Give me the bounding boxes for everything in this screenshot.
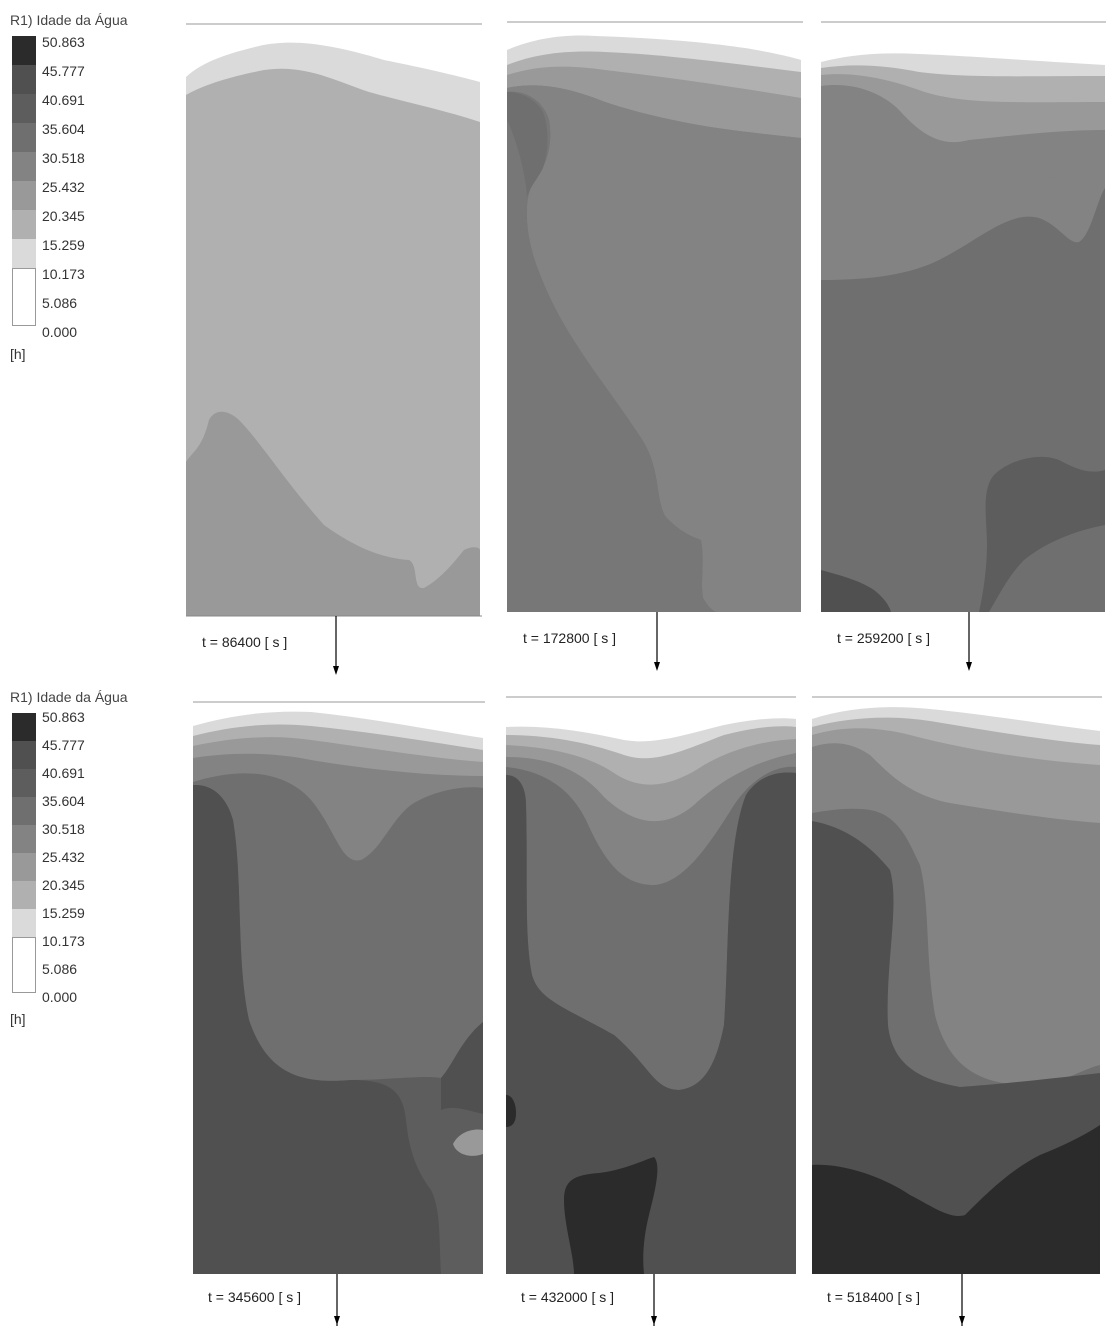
legend-swatch	[12, 741, 36, 769]
contour-panel: t = 172800 [ s ]	[505, 20, 805, 680]
legend-label: 10.173	[42, 266, 85, 282]
contour-band	[812, 821, 1100, 1274]
time-label: t = 172800 [ s ]	[523, 630, 617, 646]
legend-label: 35.604	[42, 121, 85, 137]
contour-plot	[506, 696, 796, 1326]
legend-label: 30.518	[42, 150, 85, 166]
legend-swatch	[12, 210, 36, 239]
legend-label: 30.518	[42, 821, 85, 837]
legend-label: 15.259	[42, 237, 85, 253]
legend-swatch	[12, 181, 36, 210]
outflow-arrow-head	[966, 662, 972, 671]
legend-label: 45.777	[42, 737, 85, 753]
legend-swatch	[12, 94, 36, 123]
contour-plot	[821, 21, 1106, 671]
contour-band	[564, 1157, 658, 1274]
legend-label: 50.863	[42, 34, 85, 50]
contour-band	[821, 570, 891, 612]
legend-unit: [h]	[10, 1011, 26, 1027]
contour-panel: t = 518400 [ s ]	[810, 695, 1106, 1326]
legend-color-bar	[12, 36, 36, 326]
legend-label: 35.604	[42, 793, 85, 809]
legend-swatch	[12, 152, 36, 181]
legend-swatch	[12, 123, 36, 152]
legend-title: R1) Idade da Água	[10, 12, 128, 28]
outflow-arrow-head	[654, 662, 660, 671]
legend-swatch	[12, 36, 36, 65]
legend-label: 40.691	[42, 765, 85, 781]
legend-swatch	[12, 825, 36, 853]
legend-label: 20.345	[42, 208, 85, 224]
contour-band	[506, 1095, 516, 1127]
contour-band	[773, 480, 801, 565]
contour-panel: t = 345600 [ s ]	[191, 700, 487, 1326]
legend-label: 45.777	[42, 63, 85, 79]
legend-label: 0.000	[42, 989, 78, 1005]
legend-label: 15.259	[42, 905, 85, 921]
legend-label: 50.863	[42, 709, 85, 725]
legend-label: 25.432	[42, 179, 85, 195]
outflow-arrow-head	[333, 666, 339, 675]
legend-swatch	[12, 881, 36, 909]
outflow-arrow-head	[334, 1316, 340, 1325]
color-legend: R1) Idade da Água 50.863 45.777 40.691 3…	[10, 12, 160, 372]
contour-band	[507, 85, 801, 534]
time-label: t = 259200 [ s ]	[837, 630, 931, 646]
time-label: t = 86400 [ s ]	[202, 634, 288, 650]
contour-band	[507, 91, 717, 612]
contour-panel: t = 86400 [ s ]	[184, 20, 484, 680]
legend-swatch	[12, 65, 36, 94]
legend-unit: [h]	[10, 346, 26, 362]
contour-band	[507, 92, 548, 198]
legend-label: 40.691	[42, 92, 85, 108]
contour-plot	[193, 701, 485, 1326]
legend-swatch	[12, 769, 36, 797]
legend-swatch	[12, 713, 36, 741]
contour-band	[506, 772, 796, 1274]
outflow-arrow-head	[959, 1316, 965, 1325]
contour-band	[186, 411, 480, 616]
legend-color-bar	[12, 713, 36, 993]
time-label: t = 518400 [ s ]	[827, 1289, 921, 1305]
legend-swatch	[12, 239, 36, 268]
legend-label: 5.086	[42, 295, 78, 311]
contour-band	[453, 1129, 483, 1156]
contour-band	[506, 775, 532, 975]
legend-swatch	[12, 853, 36, 881]
contour-panel: t = 259200 [ s ]	[819, 20, 1106, 680]
contour-band	[979, 456, 1105, 612]
contour-band	[812, 1125, 1100, 1274]
legend-swatch	[12, 937, 36, 993]
legend-label: 25.432	[42, 849, 85, 865]
legend-label: 10.173	[42, 933, 85, 949]
legend-label: 20.345	[42, 877, 85, 893]
contour-band	[441, 1022, 483, 1114]
outflow-arrow-head	[651, 1316, 657, 1325]
color-legend: R1) Idade da Água 50.863 45.777 40.691 3…	[10, 689, 160, 1049]
legend-swatch	[12, 909, 36, 937]
legend-label: 5.086	[42, 961, 78, 977]
time-label: t = 432000 [ s ]	[521, 1289, 615, 1305]
legend-label: 0.000	[42, 324, 78, 340]
contour-band	[193, 784, 441, 1274]
time-label: t = 345600 [ s ]	[208, 1289, 302, 1305]
contour-plot	[812, 696, 1102, 1326]
contour-plot	[507, 21, 803, 671]
legend-swatch	[12, 797, 36, 825]
legend-swatch	[12, 268, 36, 326]
contour-panel: t = 432000 [ s ]	[504, 695, 800, 1326]
contour-plot	[186, 23, 482, 675]
legend-title: R1) Idade da Água	[10, 689, 128, 705]
